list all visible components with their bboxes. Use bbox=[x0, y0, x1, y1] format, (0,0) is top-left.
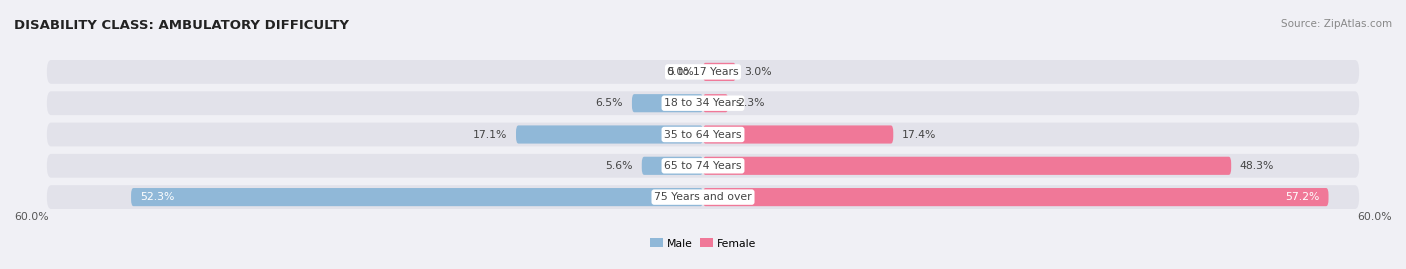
Text: 18 to 34 Years: 18 to 34 Years bbox=[664, 98, 742, 108]
Text: 60.0%: 60.0% bbox=[1357, 211, 1392, 221]
Text: 6.5%: 6.5% bbox=[596, 98, 623, 108]
FancyBboxPatch shape bbox=[631, 94, 703, 112]
Text: DISABILITY CLASS: AMBULATORY DIFFICULTY: DISABILITY CLASS: AMBULATORY DIFFICULTY bbox=[14, 19, 349, 32]
Text: 0.0%: 0.0% bbox=[666, 67, 695, 77]
Legend: Male, Female: Male, Female bbox=[645, 234, 761, 253]
Text: 35 to 64 Years: 35 to 64 Years bbox=[664, 129, 742, 140]
FancyBboxPatch shape bbox=[46, 154, 1360, 178]
FancyBboxPatch shape bbox=[46, 185, 1360, 209]
Text: 5 to 17 Years: 5 to 17 Years bbox=[668, 67, 738, 77]
FancyBboxPatch shape bbox=[46, 91, 1360, 115]
Text: 65 to 74 Years: 65 to 74 Years bbox=[664, 161, 742, 171]
FancyBboxPatch shape bbox=[703, 125, 893, 144]
FancyBboxPatch shape bbox=[516, 125, 703, 144]
FancyBboxPatch shape bbox=[703, 188, 1329, 206]
Text: 52.3%: 52.3% bbox=[139, 192, 174, 202]
Text: 5.6%: 5.6% bbox=[606, 161, 633, 171]
Text: 75 Years and over: 75 Years and over bbox=[654, 192, 752, 202]
FancyBboxPatch shape bbox=[131, 188, 703, 206]
FancyBboxPatch shape bbox=[46, 123, 1360, 146]
Text: 60.0%: 60.0% bbox=[14, 211, 49, 221]
Text: 17.1%: 17.1% bbox=[472, 129, 508, 140]
FancyBboxPatch shape bbox=[703, 94, 728, 112]
FancyBboxPatch shape bbox=[46, 60, 1360, 84]
Text: 3.0%: 3.0% bbox=[745, 67, 772, 77]
FancyBboxPatch shape bbox=[641, 157, 703, 175]
Text: Source: ZipAtlas.com: Source: ZipAtlas.com bbox=[1281, 19, 1392, 29]
Text: 2.3%: 2.3% bbox=[737, 98, 765, 108]
Text: 17.4%: 17.4% bbox=[903, 129, 936, 140]
Text: 48.3%: 48.3% bbox=[1240, 161, 1274, 171]
FancyBboxPatch shape bbox=[703, 157, 1232, 175]
Text: 57.2%: 57.2% bbox=[1285, 192, 1320, 202]
FancyBboxPatch shape bbox=[703, 63, 735, 81]
